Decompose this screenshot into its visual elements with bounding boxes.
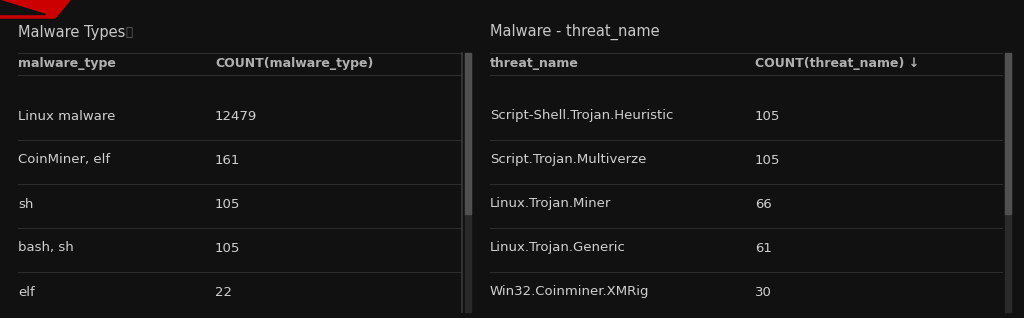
Text: bash, sh: bash, sh — [18, 241, 74, 254]
Text: Script.Trojan.Multiverze: Script.Trojan.Multiverze — [490, 154, 646, 167]
Text: 105: 105 — [215, 197, 241, 211]
Text: COUNT(threat_name) ↓: COUNT(threat_name) ↓ — [755, 57, 920, 70]
Text: COUNT(malware_type): COUNT(malware_type) — [215, 57, 374, 70]
Text: 161: 161 — [215, 154, 241, 167]
Text: 61: 61 — [755, 241, 772, 254]
Text: ⓘ: ⓘ — [125, 25, 132, 38]
Text: 12479: 12479 — [215, 109, 257, 122]
Text: Win32.Coinminer.XMRig: Win32.Coinminer.XMRig — [490, 286, 649, 299]
Text: Linux.Trojan.Miner: Linux.Trojan.Miner — [490, 197, 611, 211]
Text: CoinMiner, elf: CoinMiner, elf — [18, 154, 111, 167]
Text: 105: 105 — [755, 109, 780, 122]
Text: 105: 105 — [215, 241, 241, 254]
Text: Script-Shell.Trojan.Heuristic: Script-Shell.Trojan.Heuristic — [490, 109, 674, 122]
Text: malware_type: malware_type — [18, 57, 116, 70]
Polygon shape — [0, 0, 45, 14]
Text: Malware Types: Malware Types — [18, 24, 125, 39]
Text: threat_name: threat_name — [490, 57, 579, 70]
Text: 30: 30 — [755, 286, 772, 299]
Text: elf: elf — [18, 286, 35, 299]
Text: 105: 105 — [755, 154, 780, 167]
Text: 22: 22 — [215, 286, 232, 299]
Polygon shape — [0, 0, 70, 18]
Text: Linux.Trojan.Generic: Linux.Trojan.Generic — [490, 241, 626, 254]
Text: Linux malware: Linux malware — [18, 109, 116, 122]
Text: Malware - threat_name: Malware - threat_name — [490, 24, 659, 40]
Text: 66: 66 — [755, 197, 772, 211]
Text: sh: sh — [18, 197, 34, 211]
